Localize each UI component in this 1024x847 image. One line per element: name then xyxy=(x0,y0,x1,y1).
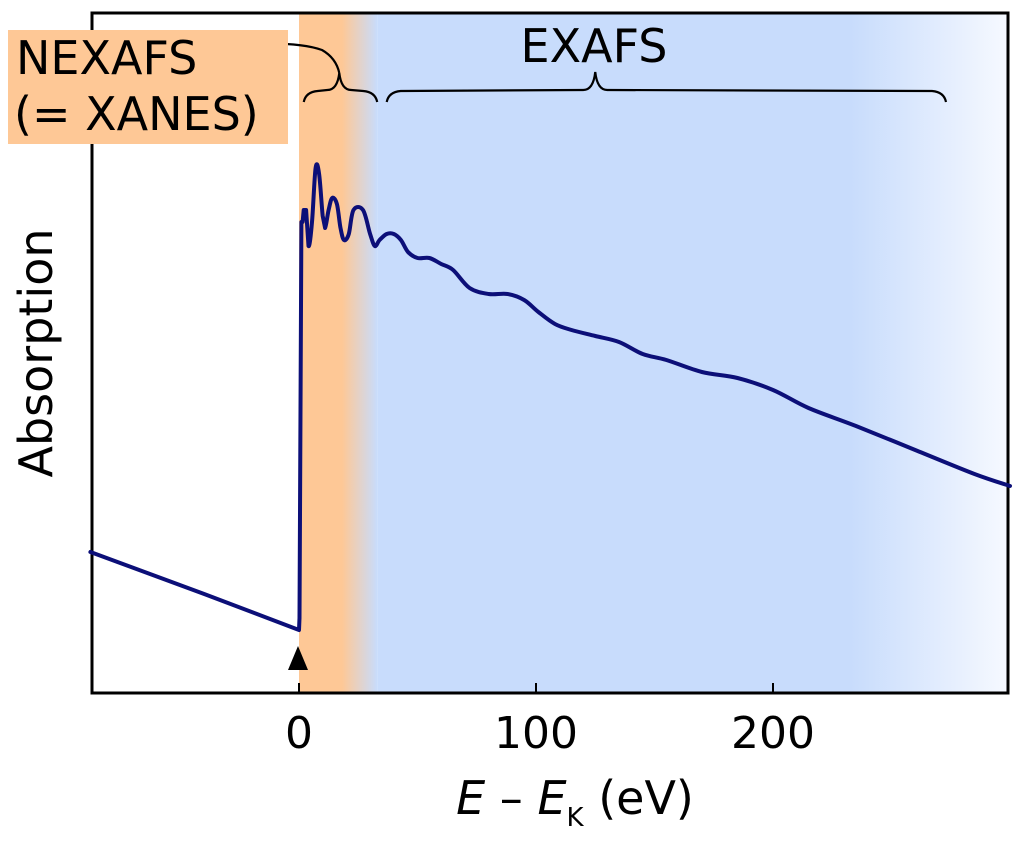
plot-frame xyxy=(90,11,1010,695)
absorption-series-line-0 xyxy=(88,162,1012,632)
nexafs-label-line1: NEXAFS xyxy=(16,31,197,85)
nexafs-label-line2: (= XANES) xyxy=(14,87,259,141)
nexafs-region-band xyxy=(299,13,378,693)
y-axis-title: Absorption xyxy=(9,228,63,477)
x-tick-label: 100 xyxy=(494,708,578,759)
exafs-region-band xyxy=(377,13,1009,693)
x-tick-label: 0 xyxy=(285,708,313,759)
edge-arrow-marker xyxy=(288,646,308,670)
x-axis-title: E – EK (eV) xyxy=(456,771,694,833)
x-tick-label: 200 xyxy=(731,708,815,759)
nexafs-label-box xyxy=(8,30,288,144)
exafs-label: EXAFS xyxy=(521,19,668,73)
exafs-brace xyxy=(385,71,948,103)
